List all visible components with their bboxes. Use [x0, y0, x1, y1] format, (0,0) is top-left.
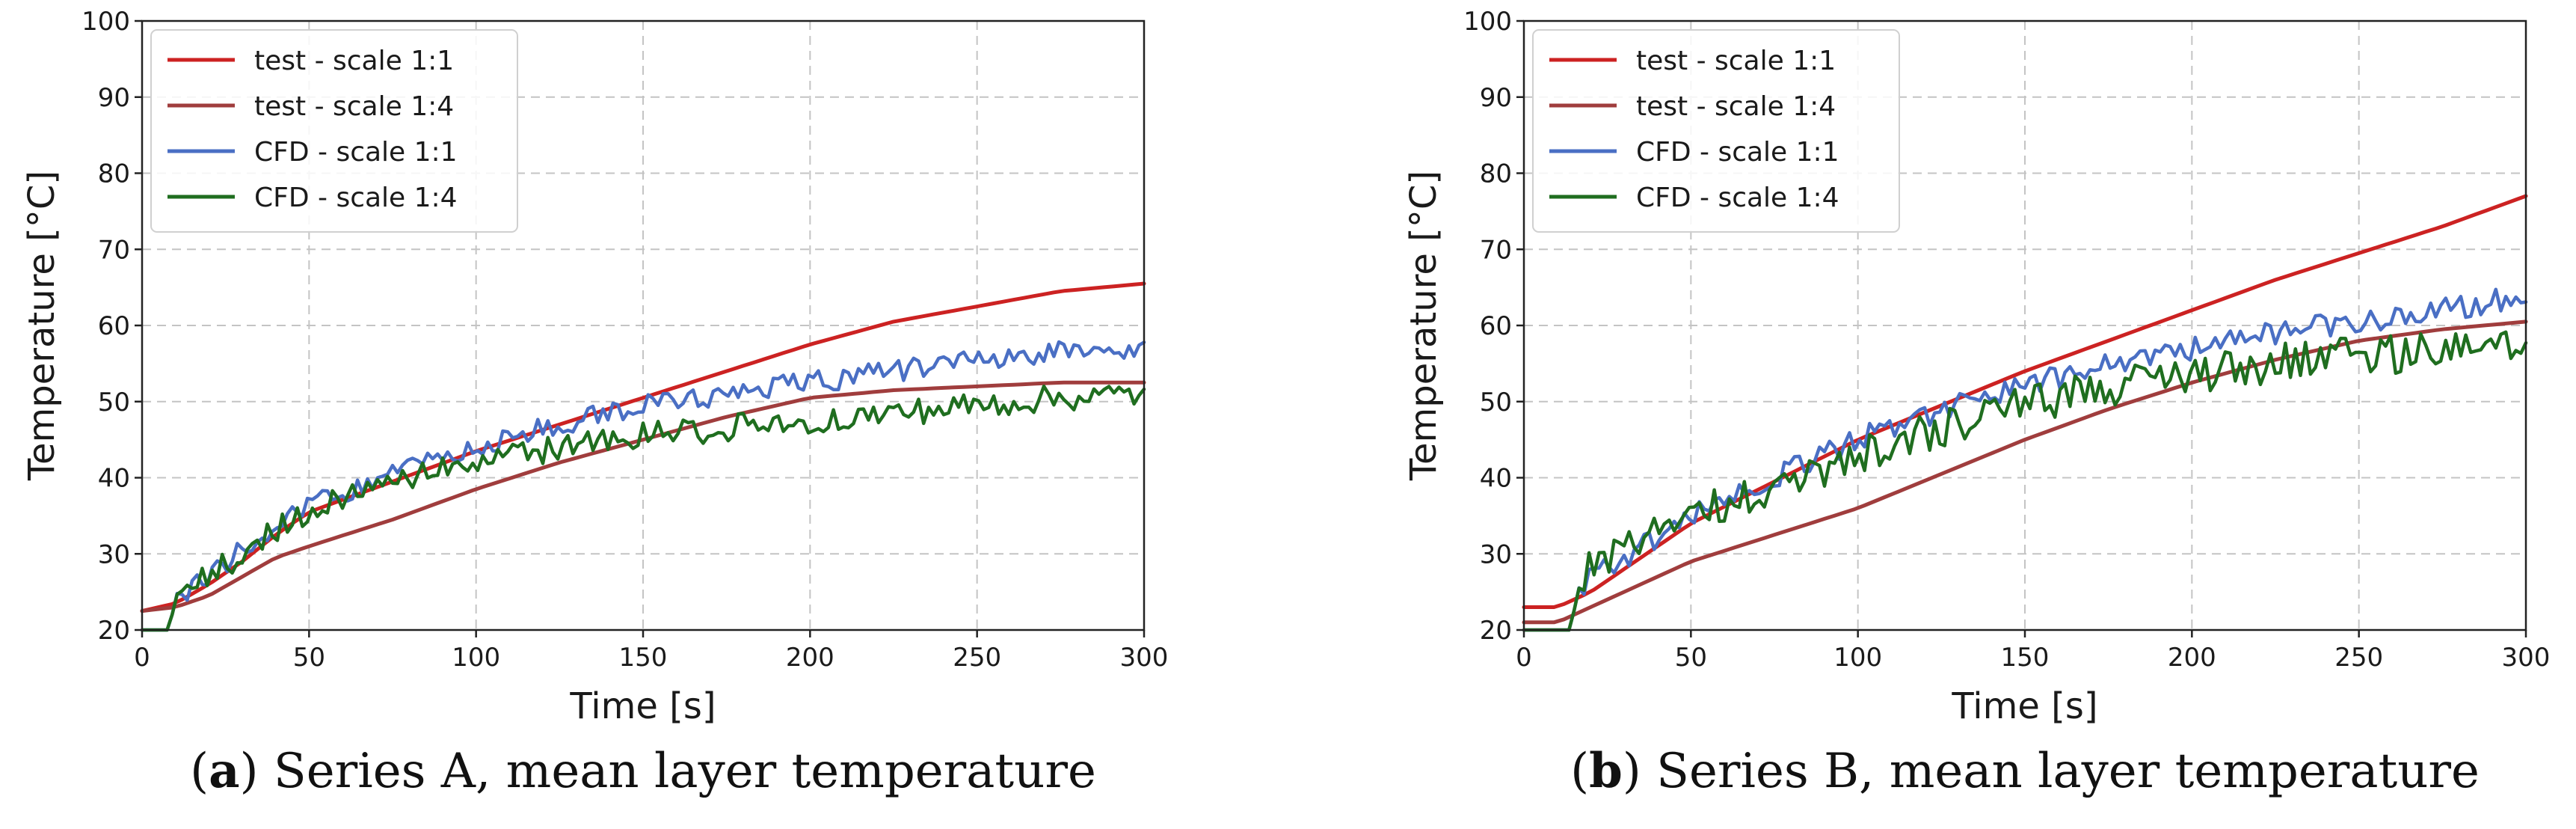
- chart-b-x-tick-label: 50: [1675, 643, 1707, 673]
- chart-a-y-tick-label: 30: [98, 539, 130, 569]
- chart-b-legend-entry: CFD - scale 1:4: [1636, 183, 1839, 213]
- chart-a-y-tick-label: 50: [98, 388, 130, 417]
- chart-b-legend-entry: CFD - scale 1:1: [1636, 137, 1839, 168]
- chart-b-x-tick-label: 0: [1516, 643, 1532, 673]
- chart-b-y-axis-label: Temperature [°C]: [1403, 171, 1445, 481]
- chart-a-y-tick-label: 60: [98, 311, 130, 341]
- chart-a-y-tick-label: 90: [98, 83, 130, 113]
- chart-b-series-1: [1522, 194, 2528, 609]
- chart-b-y-tick-label: 30: [1480, 539, 1512, 569]
- chart-b-caption: (b) Series B, mean layer temperature: [1570, 743, 2480, 799]
- chart-b-y-tick-label: 60: [1480, 311, 1512, 341]
- chart-b-caption-text: Series B, mean layer temperature: [1641, 744, 2480, 799]
- chart-b-caption-letter: b: [1589, 743, 1623, 799]
- chart-a-series-2: [140, 380, 1146, 614]
- chart-a-y-tick-label: 80: [98, 159, 130, 189]
- chart-b-x-tick-label: 100: [1833, 643, 1882, 673]
- chart-b-y-tick-label: 50: [1480, 388, 1512, 417]
- chart-a-legend-entry: test - scale 1:1: [254, 46, 454, 76]
- chart-a-y-tick-label: 70: [98, 235, 130, 265]
- chart-b-y-tick-label: 80: [1480, 159, 1512, 189]
- chart-b-x-axis-label: Time [s]: [1951, 685, 2097, 727]
- chart-b-y-tick-label: 70: [1480, 235, 1512, 265]
- chart-a-y-tick-label: 40: [98, 464, 130, 494]
- chart-a-x-axis-label: Time [s]: [569, 685, 716, 727]
- chart-a-x-tick-label: 150: [619, 643, 668, 673]
- chart-b-y-tick-label: 40: [1480, 464, 1512, 494]
- chart-b-y-tick-label: 100: [1463, 7, 1512, 37]
- chart-a-series-3: [140, 340, 1146, 632]
- chart-b-x-tick-label: 150: [2001, 643, 2050, 673]
- chart-a-x-tick-label: 250: [953, 643, 1001, 673]
- chart-a-x-tick-label: 50: [293, 643, 325, 673]
- chart-a-caption-letter: a: [209, 743, 239, 799]
- chart-a-caption-text: Series A, mean layer temperature: [259, 744, 1096, 799]
- chart-a-caption: (a) Series A, mean layer temperature: [190, 743, 1096, 799]
- chart-a-legend-entry: CFD - scale 1:1: [254, 137, 458, 168]
- chart-b-series-2: [1522, 319, 2528, 625]
- chart-a-x-tick-label: 0: [134, 643, 150, 673]
- chart-b-x-tick-label: 200: [2168, 643, 2216, 673]
- chart-b-x-tick-label: 300: [2502, 643, 2551, 673]
- chart-a-legend: [150, 29, 518, 233]
- chart-b-series-3: [1522, 287, 2528, 632]
- chart-b: 0 50 100 150 200 250 300 20 30 40 50 60 70 80 90 100 Tim…: [1403, 7, 2550, 799]
- chart-b-y-tick-label: 20: [1480, 616, 1512, 646]
- chart-b-y-tick-label: 90: [1480, 83, 1512, 113]
- chart-a-y-tick-label: 100: [82, 7, 130, 37]
- chart-b-series-4: [1522, 330, 2528, 632]
- chart-a-series-4: [140, 384, 1146, 632]
- chart-b-x-tick-label: 250: [2334, 643, 2383, 673]
- chart-b-legend-entry: test - scale 1:4: [1636, 91, 1836, 122]
- chart-a-x-tick-label: 300: [1120, 643, 1169, 673]
- chart-a-y-axis-label: Temperature [°C]: [21, 171, 63, 481]
- chart-a-x-tick-label: 100: [452, 643, 500, 673]
- chart-b-legend: [1532, 29, 1900, 233]
- chart-a-legend-entry: test - scale 1:4: [254, 91, 454, 122]
- chart-b-legend-entry: test - scale 1:1: [1636, 46, 1836, 76]
- chart-a-x-tick-label: 200: [786, 643, 834, 673]
- chart-a-y-tick-label: 20: [98, 616, 130, 646]
- chart-a: 0 50 100 150 200 250 300 20 30 40 50 60 70 80 90 100 Tim…: [21, 7, 1168, 799]
- chart-a-legend-entry: CFD - scale 1:4: [254, 183, 458, 213]
